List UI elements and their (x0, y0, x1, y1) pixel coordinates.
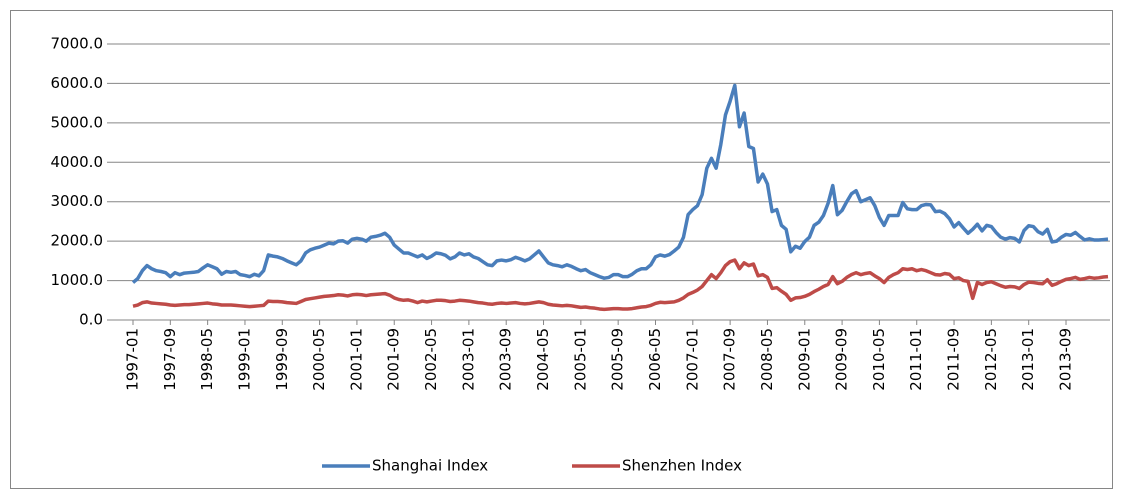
x-tick-label: 2013-01 (1019, 328, 1037, 391)
y-tick-label: 0.0 (79, 311, 103, 329)
y-tick-label: 2000.0 (51, 232, 104, 250)
y-tick-label: 5000.0 (51, 113, 104, 131)
x-tick-label: 2011-01 (907, 328, 925, 391)
legend-label: Shenzhen Index (622, 457, 742, 475)
y-tick-label: 3000.0 (51, 192, 104, 210)
x-tick-label: 2011-09 (945, 328, 963, 391)
y-tick-label: 7000.0 (51, 35, 104, 53)
y-tick-label: 6000.0 (51, 74, 104, 92)
x-tick-label: 2007-09 (721, 328, 739, 391)
x-tick-label: 2003-01 (459, 328, 477, 391)
x-tick-label: 2012-05 (982, 328, 1000, 391)
x-tick-label: 2001-01 (347, 328, 365, 391)
x-tick-label: 2005-09 (609, 328, 627, 391)
x-tick-label: 1997-09 (161, 328, 179, 391)
x-tick-label: 2002-05 (422, 328, 440, 391)
x-tick-label: 2001-09 (385, 328, 403, 391)
x-tick-label: 1997-01 (124, 328, 142, 391)
data-line (132, 258, 1109, 312)
y-tick-label: 4000.0 (51, 153, 104, 171)
x-tick-label: 1998-05 (198, 328, 216, 391)
x-tick-label: 2009-01 (795, 328, 813, 391)
x-tick-label: 2006-05 (646, 328, 664, 391)
x-tick-label: 1999-09 (273, 328, 291, 391)
chart-frame (10, 10, 1113, 489)
x-tick-label: 2007-01 (683, 328, 701, 391)
x-tick-label: 2000-05 (310, 328, 328, 391)
x-tick-label: 2013-09 (1057, 328, 1075, 391)
x-tick-label: 2005-01 (571, 328, 589, 391)
x-tick-label: 2008-05 (758, 328, 776, 391)
x-tick-label: 1999-01 (235, 328, 253, 391)
legend-label: Shanghai Index (372, 457, 488, 475)
x-tick-label: 2010-05 (870, 328, 888, 391)
x-tick-label: 2004-05 (534, 328, 552, 391)
x-tick-label: 2003-09 (497, 328, 515, 391)
data-line (131, 83, 1109, 284)
x-tick-label: 2009-09 (833, 328, 851, 391)
y-tick-label: 1000.0 (51, 271, 104, 289)
